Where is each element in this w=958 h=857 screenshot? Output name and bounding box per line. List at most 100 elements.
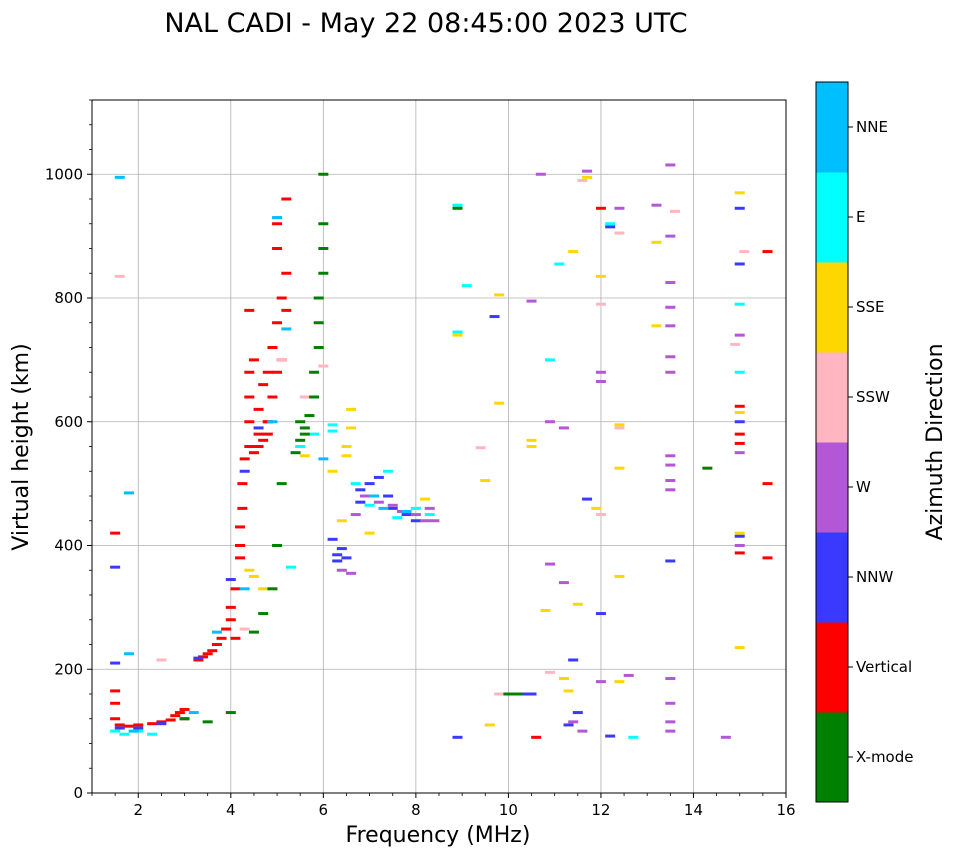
data-point [545, 420, 556, 424]
data-point [545, 562, 556, 566]
data-point [572, 602, 583, 606]
data-point [526, 692, 537, 696]
data-point [614, 680, 625, 684]
data-point [734, 531, 745, 535]
colorbar-tick-label: Vertical [856, 658, 912, 676]
data-point [237, 506, 248, 510]
data-point [355, 500, 366, 504]
data-point [595, 513, 606, 517]
x-tick-label: 6 [319, 801, 329, 819]
data-point [235, 525, 246, 529]
data-point [110, 729, 121, 733]
data-point [424, 513, 435, 517]
data-point [295, 420, 306, 424]
data-point [734, 544, 745, 547]
data-point [568, 720, 579, 724]
data-point [410, 513, 421, 517]
x-tick-label: 16 [776, 801, 795, 819]
data-point [503, 692, 514, 696]
colorbar-segment [816, 712, 848, 803]
data-point [147, 732, 158, 736]
data-point [614, 426, 625, 430]
data-point [475, 446, 486, 450]
data-point [595, 380, 606, 384]
data-point [253, 426, 264, 430]
data-point [156, 722, 167, 726]
data-point [133, 726, 144, 730]
colorbar-frame [815, 81, 849, 803]
data-point [225, 711, 236, 715]
data-point [526, 299, 537, 303]
data-point [558, 581, 569, 585]
data-point [387, 503, 398, 507]
data-point [373, 475, 384, 479]
data-point [595, 612, 606, 616]
data-point [702, 466, 713, 470]
data-point [235, 556, 246, 560]
data-point [313, 296, 324, 300]
data-point [258, 383, 269, 387]
data-point [665, 454, 676, 458]
data-point [665, 355, 676, 359]
data-point [628, 735, 639, 739]
y-tick-label: 600 [54, 413, 83, 431]
data-point [304, 414, 315, 418]
x-tick-label: 14 [684, 801, 703, 819]
data-point [429, 519, 440, 523]
data-point [494, 692, 505, 696]
data-point [572, 711, 583, 715]
data-point [424, 506, 435, 510]
y-axis-label: Virtual height (km) [9, 343, 34, 550]
data-point [272, 222, 283, 226]
data-point [364, 531, 375, 535]
data-point [540, 608, 551, 612]
data-point [267, 587, 278, 591]
x-tick-label: 10 [499, 801, 518, 819]
data-point [276, 296, 287, 300]
data-point [110, 565, 121, 569]
data-point [332, 559, 343, 563]
data-point [665, 488, 676, 492]
data-point [665, 463, 676, 467]
data-point [174, 711, 185, 715]
series-w [336, 163, 745, 739]
data-point [665, 677, 676, 681]
data-point [110, 689, 121, 693]
data-point [230, 636, 241, 640]
data-point [225, 605, 236, 609]
data-point [156, 720, 167, 724]
data-point [114, 274, 125, 278]
data-point [211, 643, 222, 646]
data-point [318, 271, 329, 275]
series-ssw [114, 178, 750, 696]
data-point [734, 262, 745, 266]
data-point [147, 722, 158, 726]
data-point [235, 544, 246, 547]
colorbar-segment [816, 532, 848, 623]
data-point [410, 519, 421, 523]
plot-frame [91, 99, 787, 794]
data-point [239, 627, 250, 631]
data-point [595, 206, 606, 210]
colorbar-segment [816, 442, 848, 533]
data-point [526, 438, 537, 442]
data-point [244, 568, 255, 572]
data-point [526, 445, 537, 448]
data-point [582, 497, 593, 501]
data-point [563, 689, 574, 693]
data-point [272, 370, 283, 374]
colorbar-tick-label: SSW [856, 388, 890, 406]
data-point [281, 271, 292, 275]
data-point [605, 222, 616, 226]
data-point [461, 284, 472, 288]
data-point [239, 469, 250, 473]
data-point [665, 163, 676, 167]
data-point [346, 426, 357, 430]
data-point [327, 429, 338, 433]
data-point [309, 370, 320, 374]
data-point [734, 206, 745, 210]
colorbar-tick-label: W [856, 478, 871, 496]
data-point [494, 293, 505, 297]
data-point [272, 216, 283, 220]
